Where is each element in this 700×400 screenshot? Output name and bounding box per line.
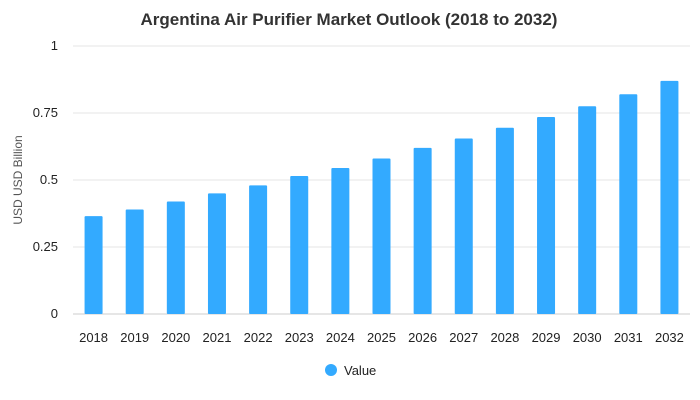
bar-2031[interactable] [619,94,638,315]
x-tick-label: 2027 [449,330,478,345]
bar-2021[interactable] [207,193,226,314]
y-tick-label: 0 [51,306,58,321]
x-tick-label: 2020 [161,330,190,345]
bars [84,80,679,315]
legend-swatch-value [325,364,337,376]
x-tick-label: 2021 [203,330,232,345]
y-axis-title: USD USD Billion [11,135,25,224]
x-tick-label: 2026 [408,330,437,345]
x-tick-label: 2018 [79,330,108,345]
chart-title: Argentina Air Purifier Market Outlook (2… [141,10,558,29]
bar-2029[interactable] [537,117,556,315]
x-tick-label: 2022 [244,330,273,345]
x-tick-label: 2031 [614,330,643,345]
bar-2030[interactable] [578,106,597,314]
x-tick-label: 2019 [120,330,149,345]
bar-2020[interactable] [166,201,185,314]
bar-2028[interactable] [495,127,514,315]
bar-2027[interactable] [454,138,473,314]
legend[interactable]: Value [325,363,376,378]
x-tick-label: 2023 [285,330,314,345]
y-tick-label: 0.25 [33,239,58,254]
x-tick-label: 2032 [655,330,684,345]
bar-2022[interactable] [249,185,268,314]
y-tick-label: 0.5 [40,172,58,187]
y-tick-label: 0.75 [33,105,58,120]
legend-label-value: Value [344,363,376,378]
y-axis-tick-labels: 0 0.25 0.5 0.75 1 [33,38,58,321]
bar-2019[interactable] [125,209,144,314]
x-tick-label: 2028 [490,330,519,345]
x-tick-label: 2029 [532,330,561,345]
bar-2018[interactable] [84,216,103,314]
bar-2032[interactable] [660,80,679,314]
x-tick-label: 2025 [367,330,396,345]
y-tick-label: 1 [51,38,58,53]
bar-2023[interactable] [290,175,309,314]
bar-2024[interactable] [331,167,350,314]
bar-2025[interactable] [372,158,391,314]
x-tick-label: 2030 [573,330,602,345]
x-axis-tick-labels: 2018 2019 2020 2021 2022 2023 2024 2025 2026 2027… [79,330,684,345]
x-tick-label: 2024 [326,330,355,345]
bar-2026[interactable] [413,147,432,314]
